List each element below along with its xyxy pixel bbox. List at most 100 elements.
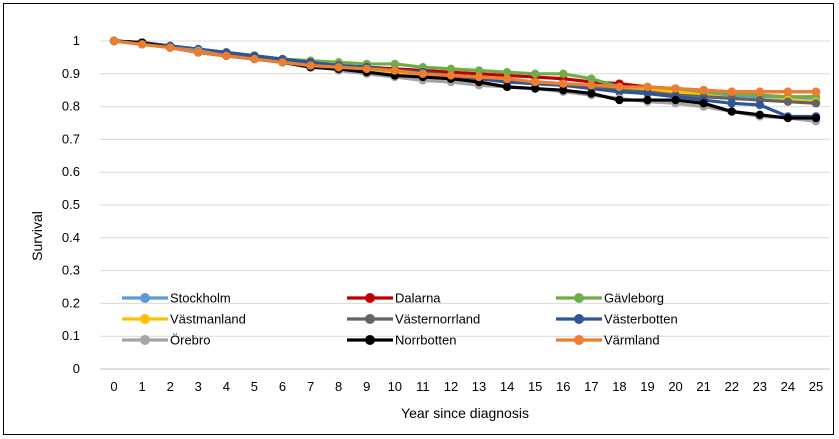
data-point — [727, 107, 736, 116]
data-point — [783, 97, 793, 106]
data-point — [755, 100, 765, 110]
data-point — [418, 69, 428, 79]
data-point — [587, 74, 596, 83]
y-axis-title: Survival — [29, 211, 45, 261]
data-point — [530, 84, 540, 93]
data-point — [502, 67, 512, 77]
legend-swatch-marker — [365, 314, 375, 324]
legend: Stockholm Dalarna Gävleborg Västmanland Väst… — [122, 291, 678, 348]
data-point — [783, 113, 793, 123]
legend-entry: Västernorrland — [347, 312, 480, 327]
x-tick-label: 5 — [251, 379, 258, 394]
data-point — [194, 48, 203, 57]
data-point — [699, 99, 708, 108]
data-point — [643, 95, 652, 105]
x-tick-label: 4 — [223, 379, 230, 394]
y-tick-label: 0.5 — [62, 197, 80, 212]
legend-entry: Gävleborg — [556, 291, 664, 306]
y-tick-label: 0.7 — [62, 131, 80, 146]
data-point — [783, 87, 793, 97]
data-point — [446, 71, 456, 80]
data-point — [727, 99, 736, 108]
data-point — [334, 63, 343, 72]
y-tick-label: 0.3 — [62, 263, 80, 278]
legend-swatch-marker — [574, 335, 584, 345]
data-point — [390, 66, 400, 75]
x-tick-label: 8 — [335, 379, 342, 394]
data-point — [502, 82, 512, 92]
legend-label: Västernorrland — [395, 312, 480, 327]
data-point — [530, 77, 540, 87]
y-tick-label: 0.6 — [62, 164, 80, 179]
legend-label: Norrbotten — [395, 333, 456, 348]
x-tick-label: 18 — [612, 379, 626, 394]
data-point — [165, 43, 175, 52]
legend-label: Västerbotten — [604, 312, 678, 327]
y-tick-label: 0.1 — [62, 328, 80, 343]
x-tick-label: 10 — [388, 379, 402, 394]
x-tick-label: 9 — [363, 379, 370, 394]
x-tick-label: 17 — [584, 379, 598, 394]
data-point — [362, 64, 371, 74]
legend-entry: Dalarna — [347, 291, 441, 306]
data-point — [559, 79, 568, 88]
x-tick-label: 13 — [472, 379, 486, 394]
data-point — [587, 81, 596, 90]
legend-swatch-marker — [574, 314, 584, 324]
data-point — [390, 59, 400, 69]
legend-label: Västmanland — [170, 312, 246, 327]
data-point — [109, 36, 119, 46]
x-tick-label: 23 — [753, 379, 767, 394]
series-line — [113, 39, 816, 99]
x-tick-label: 3 — [195, 379, 202, 394]
y-tick-label: 0.9 — [62, 66, 80, 81]
x-tick-label: 24 — [781, 379, 795, 394]
data-point — [671, 84, 680, 93]
x-axis-title: Year since diagnosis — [401, 405, 529, 421]
legend-entry: Norrbotten — [347, 333, 456, 348]
data-point — [755, 87, 765, 97]
legend-entry: Västmanland — [122, 312, 246, 327]
data-point — [811, 87, 821, 97]
legend-label: Dalarna — [395, 291, 441, 306]
x-tick-label: 2 — [167, 379, 174, 394]
legend-swatch-marker — [365, 335, 375, 345]
data-point — [671, 95, 680, 105]
data-point — [502, 74, 512, 83]
data-point — [643, 89, 652, 98]
x-tick-label: 25 — [809, 379, 823, 394]
y-tick-labels: 0 0.1 0.2 0.3 0.4 0.5 0.6 0.7 0.8 0.9 1 — [62, 33, 80, 376]
legend-entry: Stockholm — [122, 291, 231, 306]
legend-swatch-marker — [140, 335, 150, 345]
data-point — [559, 86, 568, 95]
y-tick-label: 0 — [73, 361, 80, 376]
legend-entry: Västerbotten — [556, 312, 678, 327]
data-point — [755, 110, 765, 120]
data-point — [137, 40, 147, 49]
legend-label: Gävleborg — [604, 291, 664, 306]
legend-label: Örebro — [170, 333, 210, 348]
y-tick-label: 0.4 — [62, 230, 80, 245]
data-point — [222, 51, 231, 60]
data-point — [474, 66, 484, 75]
x-tick-label: 6 — [279, 379, 286, 394]
data-point — [278, 58, 287, 67]
legend-entry: Örebro — [122, 333, 210, 348]
legend-swatch-marker — [140, 314, 150, 324]
x-tick-label: 16 — [556, 379, 570, 394]
x-tick-label: 12 — [444, 379, 458, 394]
x-tick-label: 7 — [307, 379, 314, 394]
data-point — [474, 72, 484, 82]
legend-swatch-marker — [140, 293, 150, 303]
data-point — [615, 82, 624, 92]
data-point — [811, 113, 821, 123]
legend-swatch-marker — [574, 293, 584, 303]
series-line — [113, 39, 816, 94]
y-tick-label: 1 — [73, 33, 80, 48]
data-point — [530, 69, 540, 79]
x-tick-label: 0 — [110, 379, 117, 394]
x-tick-label: 21 — [696, 379, 710, 394]
x-tick-label: 19 — [640, 379, 654, 394]
data-point — [727, 87, 736, 97]
data-point — [446, 64, 456, 74]
